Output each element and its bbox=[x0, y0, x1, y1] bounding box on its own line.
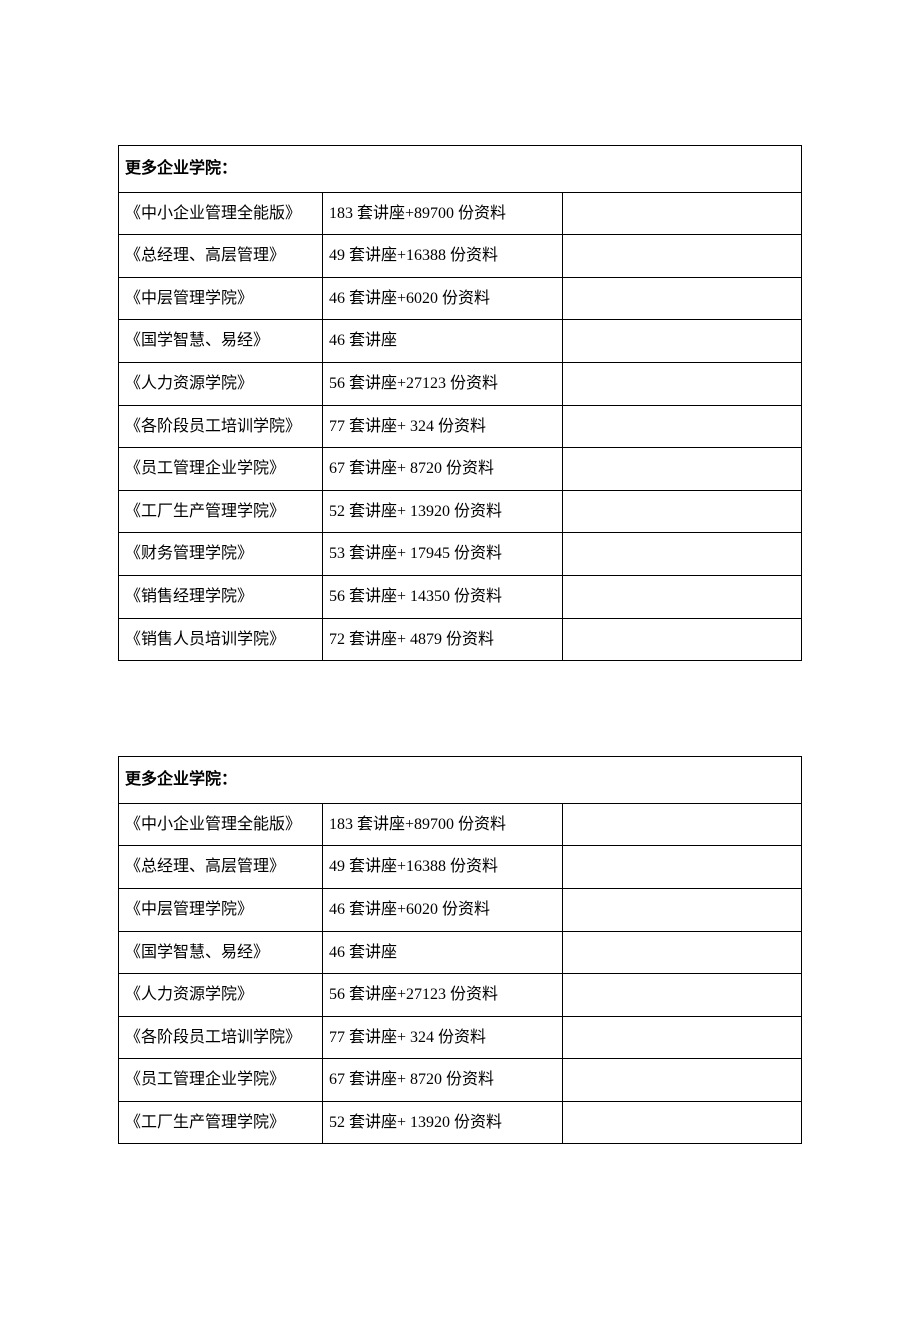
academy-empty-cell bbox=[563, 846, 802, 889]
academy-empty-cell bbox=[563, 405, 802, 448]
table-header: 更多企业学院： bbox=[119, 146, 802, 193]
academy-title-cell: 《销售经理学院》 bbox=[119, 575, 323, 618]
academy-title-cell: 《员工管理企业学院》 bbox=[119, 1059, 323, 1102]
table-header: 更多企业学院： bbox=[119, 757, 802, 804]
table-header-row: 更多企业学院： bbox=[119, 146, 802, 193]
academy-content-cell: 46 套讲座+6020 份资料 bbox=[323, 888, 563, 931]
academy-empty-cell bbox=[563, 192, 802, 235]
academy-content-cell: 53 套讲座+ 17945 份资料 bbox=[323, 533, 563, 576]
table-row: 《各阶段员工培训学院》77 套讲座+ 324 份资料 bbox=[119, 405, 802, 448]
academy-empty-cell bbox=[563, 974, 802, 1017]
academy-empty-cell bbox=[563, 1059, 802, 1102]
academy-content-cell: 49 套讲座+16388 份资料 bbox=[323, 235, 563, 278]
table-row: 《人力资源学院》56 套讲座+27123 份资料 bbox=[119, 362, 802, 405]
table-row: 《国学智慧、易经》46 套讲座 bbox=[119, 320, 802, 363]
academy-empty-cell bbox=[563, 931, 802, 974]
table-row: 《工厂生产管理学院》52 套讲座+ 13920 份资料 bbox=[119, 490, 802, 533]
academy-content-cell: 49 套讲座+16388 份资料 bbox=[323, 846, 563, 889]
academy-title-cell: 《国学智慧、易经》 bbox=[119, 931, 323, 974]
academy-title-cell: 《各阶段员工培训学院》 bbox=[119, 1016, 323, 1059]
table-row: 《中层管理学院》46 套讲座+6020 份资料 bbox=[119, 277, 802, 320]
table-row: 《人力资源学院》56 套讲座+27123 份资料 bbox=[119, 974, 802, 1017]
academy-title-cell: 《员工管理企业学院》 bbox=[119, 448, 323, 491]
academy-empty-cell bbox=[563, 575, 802, 618]
table-row: 《国学智慧、易经》46 套讲座 bbox=[119, 931, 802, 974]
academy-content-cell: 183 套讲座+89700 份资料 bbox=[323, 192, 563, 235]
table-row: 《员工管理企业学院》67 套讲座+ 8720 份资料 bbox=[119, 1059, 802, 1102]
academy-content-cell: 46 套讲座+6020 份资料 bbox=[323, 277, 563, 320]
academy-title-cell: 《中层管理学院》 bbox=[119, 888, 323, 931]
table-row: 《中小企业管理全能版》183 套讲座+89700 份资料 bbox=[119, 192, 802, 235]
academy-content-cell: 67 套讲座+ 8720 份资料 bbox=[323, 448, 563, 491]
academy-content-cell: 67 套讲座+ 8720 份资料 bbox=[323, 1059, 563, 1102]
academy-empty-cell bbox=[563, 888, 802, 931]
academy-title-cell: 《工厂生产管理学院》 bbox=[119, 490, 323, 533]
academy-title-cell: 《人力资源学院》 bbox=[119, 362, 323, 405]
academy-title-cell: 《中层管理学院》 bbox=[119, 277, 323, 320]
academy-title-cell: 《总经理、高层管理》 bbox=[119, 846, 323, 889]
academy-content-cell: 77 套讲座+ 324 份资料 bbox=[323, 1016, 563, 1059]
academy-empty-cell bbox=[563, 618, 802, 661]
academy-content-cell: 52 套讲座+ 13920 份资料 bbox=[323, 1101, 563, 1144]
academy-empty-cell bbox=[563, 1016, 802, 1059]
academy-empty-cell bbox=[563, 277, 802, 320]
table-row: 《员工管理企业学院》67 套讲座+ 8720 份资料 bbox=[119, 448, 802, 491]
academy-title-cell: 《销售人员培训学院》 bbox=[119, 618, 323, 661]
academy-empty-cell bbox=[563, 1101, 802, 1144]
academy-title-cell: 《财务管理学院》 bbox=[119, 533, 323, 576]
academy-content-cell: 52 套讲座+ 13920 份资料 bbox=[323, 490, 563, 533]
academy-title-cell: 《总经理、高层管理》 bbox=[119, 235, 323, 278]
academy-content-cell: 56 套讲座+ 14350 份资料 bbox=[323, 575, 563, 618]
academy-content-cell: 72 套讲座+ 4879 份资料 bbox=[323, 618, 563, 661]
academy-content-cell: 56 套讲座+27123 份资料 bbox=[323, 362, 563, 405]
table-row: 《中小企业管理全能版》183 套讲座+89700 份资料 bbox=[119, 803, 802, 846]
academy-content-cell: 77 套讲座+ 324 份资料 bbox=[323, 405, 563, 448]
academy-title-cell: 《人力资源学院》 bbox=[119, 974, 323, 1017]
academy-title-cell: 《中小企业管理全能版》 bbox=[119, 803, 323, 846]
table-row: 《销售人员培训学院》72 套讲座+ 4879 份资料 bbox=[119, 618, 802, 661]
table-row: 《工厂生产管理学院》52 套讲座+ 13920 份资料 bbox=[119, 1101, 802, 1144]
academy-empty-cell bbox=[563, 235, 802, 278]
academy-empty-cell bbox=[563, 448, 802, 491]
table-row: 《财务管理学院》53 套讲座+ 17945 份资料 bbox=[119, 533, 802, 576]
table-header-row: 更多企业学院： bbox=[119, 757, 802, 804]
table-row: 《各阶段员工培训学院》77 套讲座+ 324 份资料 bbox=[119, 1016, 802, 1059]
academy-title-cell: 《中小企业管理全能版》 bbox=[119, 192, 323, 235]
academy-title-cell: 《工厂生产管理学院》 bbox=[119, 1101, 323, 1144]
table-row: 《总经理、高层管理》49 套讲座+16388 份资料 bbox=[119, 235, 802, 278]
academy-table-2: 更多企业学院： 《中小企业管理全能版》183 套讲座+89700 份资料《总经理… bbox=[118, 756, 802, 1144]
academy-content-cell: 183 套讲座+89700 份资料 bbox=[323, 803, 563, 846]
academy-content-cell: 56 套讲座+27123 份资料 bbox=[323, 974, 563, 1017]
academy-empty-cell bbox=[563, 803, 802, 846]
academy-content-cell: 46 套讲座 bbox=[323, 320, 563, 363]
academy-empty-cell bbox=[563, 320, 802, 363]
academy-title-cell: 《国学智慧、易经》 bbox=[119, 320, 323, 363]
academy-title-cell: 《各阶段员工培训学院》 bbox=[119, 405, 323, 448]
academy-empty-cell bbox=[563, 533, 802, 576]
table-row: 《销售经理学院》56 套讲座+ 14350 份资料 bbox=[119, 575, 802, 618]
table-row: 《中层管理学院》46 套讲座+6020 份资料 bbox=[119, 888, 802, 931]
table-1-container: 更多企业学院： 《中小企业管理全能版》183 套讲座+89700 份资料《总经理… bbox=[118, 145, 802, 661]
table-2-container: 更多企业学院： 《中小企业管理全能版》183 套讲座+89700 份资料《总经理… bbox=[118, 756, 802, 1144]
table-row: 《总经理、高层管理》49 套讲座+16388 份资料 bbox=[119, 846, 802, 889]
academy-content-cell: 46 套讲座 bbox=[323, 931, 563, 974]
academy-table-1: 更多企业学院： 《中小企业管理全能版》183 套讲座+89700 份资料《总经理… bbox=[118, 145, 802, 661]
academy-empty-cell bbox=[563, 490, 802, 533]
academy-empty-cell bbox=[563, 362, 802, 405]
